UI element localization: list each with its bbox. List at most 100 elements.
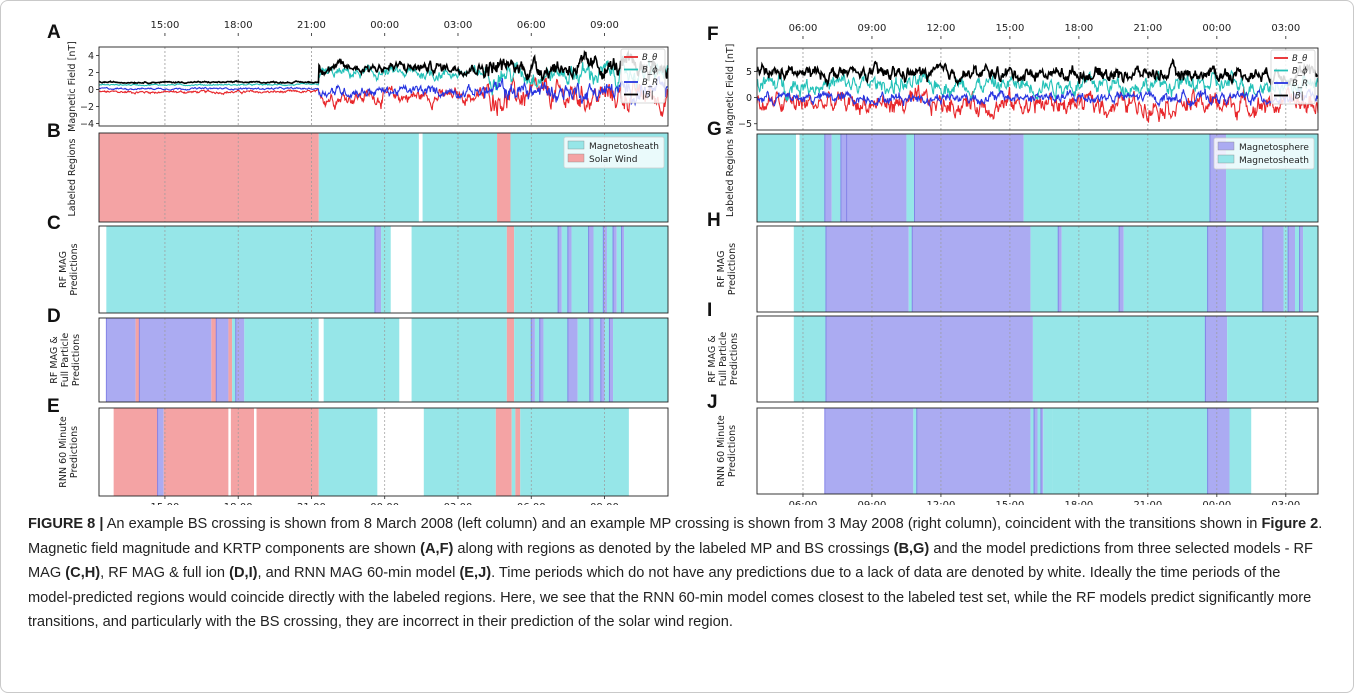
series-line <box>756 57 1319 88</box>
region-segment <box>256 408 319 496</box>
region-segment <box>593 318 601 402</box>
x-tick-label-bottom: 06:00 <box>789 500 818 505</box>
y-axis-label: RNN 60 Minute <box>716 415 727 487</box>
legend-label: B_R <box>642 78 658 88</box>
x-tick-label-top: 06:00 <box>517 20 546 31</box>
x-tick-label-bottom: 21:00 <box>1133 500 1162 505</box>
region-segment <box>1262 226 1284 312</box>
x-tick-label-top: 18:00 <box>1064 23 1093 34</box>
legend-label: B_ϕ <box>1292 67 1308 77</box>
caption-text: An example BS crossing is shown from 8 M… <box>103 516 1262 532</box>
region-segment <box>506 226 515 313</box>
region-segment <box>824 134 832 222</box>
caption-reference: (D,I) <box>229 565 258 582</box>
y-axis-label: Predictions <box>727 243 738 295</box>
x-tick-label-bottom: 15:00 <box>151 502 180 505</box>
panel-letter: I <box>707 300 712 321</box>
panel-letter: B <box>47 121 61 142</box>
x-tick-label-top: 06:00 <box>789 23 818 34</box>
x-tick-label-top: 03:00 <box>1271 23 1300 34</box>
region-segment <box>609 318 614 402</box>
region-segment <box>757 408 825 494</box>
region-segment <box>99 226 107 313</box>
region-segment <box>99 318 107 402</box>
region-segment <box>99 133 319 222</box>
region-segment <box>497 133 511 222</box>
x-tick-label-top: 00:00 <box>1202 23 1231 34</box>
caption-text: , and RNN MAG 60-min model <box>257 565 460 582</box>
region-segment <box>577 318 590 402</box>
region-segment <box>418 133 423 222</box>
region-segment <box>318 408 378 496</box>
region-segment <box>606 226 614 313</box>
region-segment <box>840 134 847 222</box>
panel-letter: J <box>707 392 718 413</box>
x-tick-label-bottom: 00:00 <box>370 502 399 505</box>
y-tick-label: −2 <box>80 102 94 113</box>
region-segment <box>495 408 512 496</box>
x-tick-label-top: 21:00 <box>297 20 326 31</box>
y-axis-label: Predictions <box>71 334 82 386</box>
y-axis-label: RF MAG <box>716 251 727 288</box>
x-tick-label-bottom: 06:00 <box>517 502 546 505</box>
x-tick-label-bottom: 09:00 <box>590 502 619 505</box>
figure-chart-panels: 15:00 18:00 21:00 00:00 03:00 06:00 09:00 06:00… <box>47 20 1319 505</box>
x-tick-label-bottom: 21:00 <box>297 502 326 505</box>
region-segment <box>211 318 217 402</box>
y-tick-label: −5 <box>738 119 752 130</box>
legend-swatch <box>567 140 585 150</box>
region-segment <box>139 318 212 402</box>
y-tick-label: −4 <box>80 119 94 130</box>
caption-reference: (A,F) <box>420 540 454 557</box>
region-segment <box>228 318 233 402</box>
region-segment <box>1227 316 1318 402</box>
region-segment <box>621 226 625 313</box>
x-tick-label-top: 03:00 <box>444 20 473 31</box>
region-segment <box>318 133 419 222</box>
region-segment <box>390 226 412 313</box>
region-segment <box>1303 226 1318 312</box>
region-segment <box>1226 226 1263 312</box>
x-tick-label-bottom: 03:00 <box>1271 500 1300 505</box>
region-segment <box>588 226 594 313</box>
region-segment <box>422 133 498 222</box>
region-segment <box>543 318 568 402</box>
region-segment <box>506 318 515 402</box>
region-segment <box>99 408 114 496</box>
region-segment <box>1119 226 1124 312</box>
y-axis-label: RF MAG & <box>707 335 718 383</box>
region-segment <box>399 318 412 402</box>
legend-label: |B| <box>1292 92 1304 102</box>
y-axis-label: Predictions <box>729 333 740 385</box>
region-segment <box>1037 408 1041 494</box>
region-segment <box>1283 226 1289 312</box>
x-tick-label-bottom: 18:00 <box>224 502 253 505</box>
region-segment <box>411 226 507 313</box>
region-segment <box>411 318 507 402</box>
region-segment <box>600 318 605 402</box>
caption-text: along with regions as denoted by the lab… <box>453 540 894 557</box>
region-segment <box>571 226 589 313</box>
region-segment <box>163 408 229 496</box>
region-segment <box>1229 408 1252 494</box>
region-segment <box>520 408 629 496</box>
y-axis-label: Predictions <box>69 426 80 478</box>
y-tick-label: 0 <box>746 93 752 104</box>
legend-label: B_θ <box>642 53 658 63</box>
x-tick-label-bottom: 15:00 <box>995 500 1024 505</box>
region-segment <box>757 316 794 402</box>
region-segment <box>514 318 532 402</box>
y-axis-label: Labeled Regions <box>725 139 736 217</box>
region-segment <box>1052 408 1208 494</box>
panel-letter: H <box>707 210 721 231</box>
region-segment <box>825 226 909 312</box>
legend-label: B_θ <box>1292 54 1308 64</box>
region-segment <box>913 408 917 494</box>
region-segment <box>914 134 1024 222</box>
panel-letter: C <box>47 213 61 234</box>
x-tick-label-bottom: 18:00 <box>1064 500 1093 505</box>
x-tick-label-bottom: 00:00 <box>1202 500 1231 505</box>
y-axis-label: Full Particle <box>60 333 71 388</box>
plot-frame <box>98 225 669 314</box>
